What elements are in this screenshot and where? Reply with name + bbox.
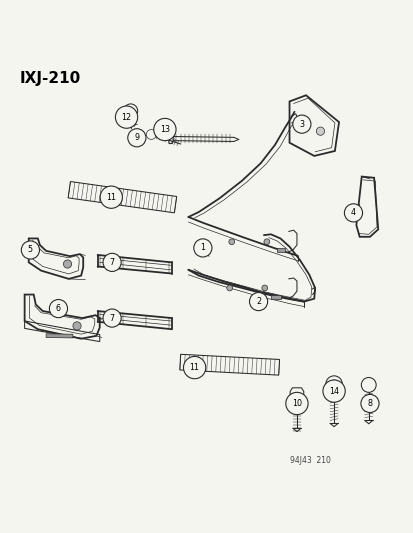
- Text: 1: 1: [200, 244, 205, 253]
- Text: 13: 13: [159, 125, 169, 134]
- Circle shape: [316, 127, 324, 135]
- Circle shape: [329, 380, 337, 388]
- Circle shape: [73, 322, 81, 330]
- Text: 14: 14: [328, 386, 338, 395]
- Circle shape: [361, 377, 375, 392]
- Circle shape: [128, 128, 145, 147]
- Circle shape: [325, 376, 342, 392]
- Text: 4: 4: [350, 208, 355, 217]
- Circle shape: [123, 104, 138, 118]
- Circle shape: [183, 357, 205, 379]
- Text: 11: 11: [189, 363, 199, 372]
- Text: 6: 6: [56, 304, 61, 313]
- Circle shape: [344, 204, 362, 222]
- Text: 7: 7: [109, 313, 114, 322]
- Circle shape: [360, 394, 378, 413]
- Circle shape: [193, 239, 211, 257]
- Circle shape: [263, 239, 269, 245]
- Text: IXJ-210: IXJ-210: [19, 70, 80, 85]
- Circle shape: [103, 309, 121, 327]
- Circle shape: [146, 130, 156, 140]
- Circle shape: [261, 285, 267, 291]
- Text: 7: 7: [109, 258, 114, 267]
- Circle shape: [103, 253, 121, 271]
- Circle shape: [49, 300, 67, 318]
- Circle shape: [322, 380, 344, 402]
- Text: 10: 10: [291, 399, 301, 408]
- Bar: [46, 334, 73, 338]
- Circle shape: [226, 285, 232, 291]
- Circle shape: [115, 106, 138, 128]
- Text: 2: 2: [255, 297, 261, 306]
- Text: 94J43  210: 94J43 210: [289, 456, 330, 465]
- Text: 8: 8: [367, 399, 372, 408]
- Text: 3: 3: [299, 119, 304, 128]
- Text: 11: 11: [106, 193, 116, 201]
- Circle shape: [285, 392, 307, 415]
- Bar: [270, 295, 280, 298]
- Circle shape: [21, 241, 39, 259]
- Circle shape: [228, 239, 234, 245]
- Text: 9: 9: [134, 133, 139, 142]
- Text: 12: 12: [121, 112, 131, 122]
- Circle shape: [100, 186, 122, 208]
- Text: 5: 5: [28, 246, 33, 254]
- Bar: [276, 248, 285, 252]
- Circle shape: [63, 260, 71, 268]
- Circle shape: [292, 115, 310, 133]
- Circle shape: [153, 118, 176, 141]
- Circle shape: [249, 293, 267, 311]
